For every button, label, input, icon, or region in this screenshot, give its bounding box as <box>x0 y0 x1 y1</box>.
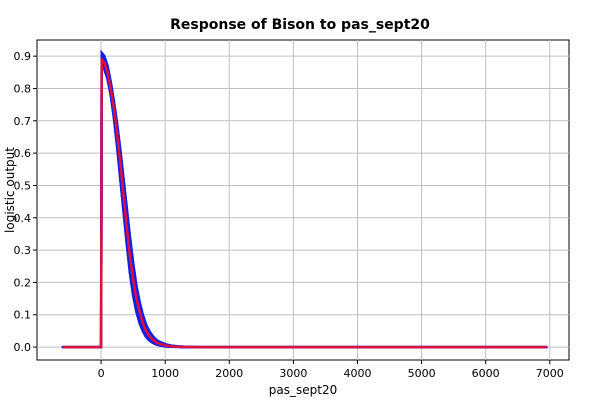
y-tick-label: 0.6 <box>14 147 32 160</box>
y-tick-label: 0.5 <box>14 179 32 192</box>
y-tick-label: 0.0 <box>14 341 32 354</box>
x-tick-label: 5000 <box>408 367 436 380</box>
mean-response-line <box>62 58 547 349</box>
chart-title: Response of Bison to pas_sept20 <box>170 17 430 33</box>
y-tick-label: 0.9 <box>14 50 32 63</box>
x-tick-label: 4000 <box>343 367 371 380</box>
y-tick-label: 0.1 <box>14 309 32 322</box>
x-tick-label: 3000 <box>279 367 307 380</box>
x-axis-ticks: 0 1000 2000 3000 4000 5000 6000 7000 <box>98 360 564 380</box>
y-tick-label: 0.2 <box>14 276 32 289</box>
y-axis-label: logistic output <box>3 147 17 233</box>
x-tick-label: 6000 <box>472 367 500 380</box>
y-tick-label: 0.7 <box>14 115 32 128</box>
y-axis-ticks: 0.0 0.1 0.2 0.3 0.4 0.5 0.6 0.7 0.8 0.9 <box>14 50 37 354</box>
y-tick-label: 0.8 <box>14 82 32 95</box>
series-lines <box>62 49 547 349</box>
x-tick-label: 1000 <box>151 367 179 380</box>
y-tick-label: 0.3 <box>14 244 32 257</box>
y-tick-label: 0.4 <box>14 212 32 225</box>
x-axis-label: pas_sept20 <box>269 383 337 397</box>
x-tick-label: 0 <box>98 367 105 380</box>
x-tick-label: 7000 <box>536 367 564 380</box>
x-tick-label: 2000 <box>215 367 243 380</box>
